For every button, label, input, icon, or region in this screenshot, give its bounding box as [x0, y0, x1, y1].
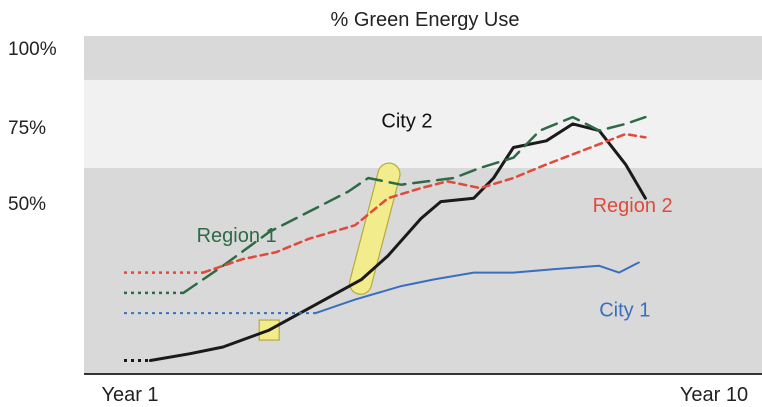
y-tick-label-100: 100%: [8, 39, 57, 60]
band-0: [84, 167, 762, 374]
series-label-region-1: Region 1: [197, 225, 277, 247]
series-line-region-2: [201, 132, 647, 274]
chart-title: % Green Energy Use: [331, 9, 520, 31]
y-tick-label-75: 75%: [8, 118, 46, 139]
series-label-city-2: City 2: [381, 110, 432, 132]
x-tick-label-year-10: Year 10: [680, 384, 748, 406]
series-lines: [124, 115, 647, 362]
series-line-city-2: [148, 122, 647, 362]
series-line-region-1: [182, 115, 647, 295]
highlight-capsule: [348, 162, 401, 295]
y-tick-label-50: 50%: [8, 194, 46, 215]
background-bands: [84, 36, 762, 374]
highlight-markers: [258, 162, 401, 341]
band-1: [84, 79, 762, 168]
band-2: [84, 36, 762, 80]
series-label-region-2: Region 2: [593, 195, 673, 217]
x-tick-label-year-1: Year 1: [101, 384, 158, 406]
series-label-city-1: City 1: [599, 300, 650, 322]
series-line-city-1: [314, 261, 640, 315]
